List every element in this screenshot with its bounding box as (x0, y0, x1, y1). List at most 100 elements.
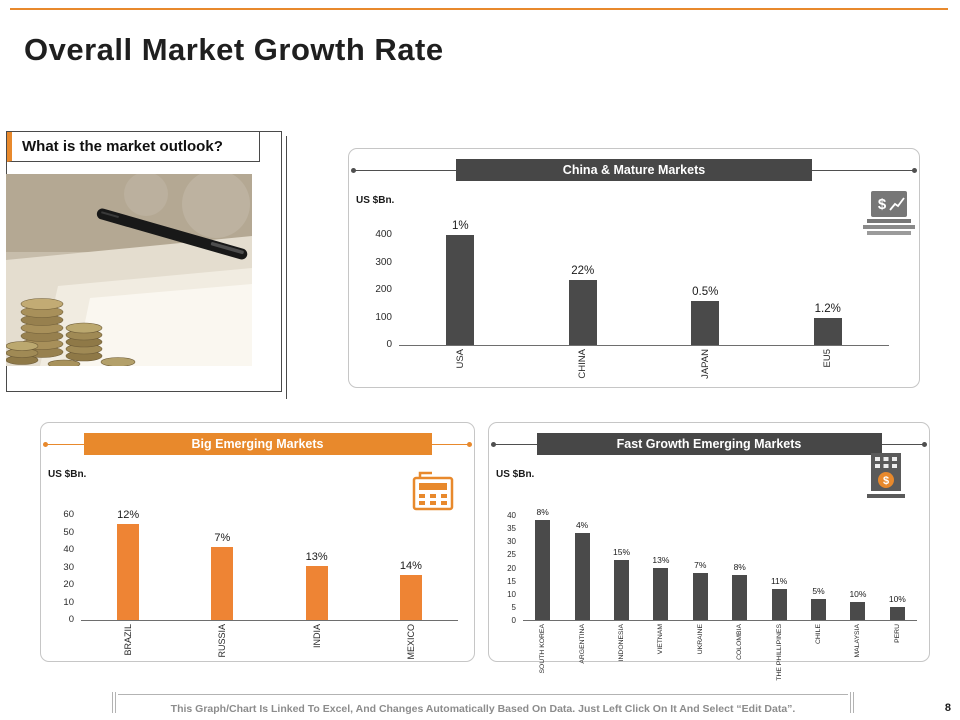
value-label: 4% (575, 520, 589, 531)
category-cell: USA (399, 346, 522, 379)
chart-panel-big-emerging[interactable]: Big Emerging Markets US $Bn. 0 10 20 30 40 50… (40, 422, 475, 662)
value-label: 1.2% (814, 302, 841, 315)
bar-china[interactable] (568, 280, 597, 345)
bar-indonesia[interactable] (614, 559, 630, 620)
category-cell: EU5 (767, 346, 890, 379)
category-label: INDIA (311, 624, 322, 649)
market-outlook-heading: What is the market outlook? (7, 132, 260, 162)
laptop-dollar-icon: $ (861, 191, 915, 244)
bar-colombia[interactable] (732, 575, 748, 620)
chart-panel-china-mature[interactable]: China & Mature Markets US $Bn. 0 100 200 30… (348, 148, 920, 388)
bar-column: 11% (759, 516, 798, 620)
bar-usa[interactable] (446, 235, 475, 345)
category-label: USA (454, 349, 466, 369)
bar-ukraine[interactable] (692, 572, 708, 620)
value-label: 14% (399, 559, 422, 572)
value-label: 8% (733, 562, 746, 573)
category-cell: UKRAINE (681, 621, 720, 681)
y-tick-label: 35 (507, 524, 516, 534)
category-cell: INDIA (270, 621, 364, 660)
plot-area[interactable]: 12% 7% 13% 14% (81, 509, 458, 621)
y-tick-label: 20 (63, 579, 74, 590)
chart-title-china-mature: China & Mature Markets (456, 159, 812, 181)
category-cell: THE PHILLIPINES (759, 621, 798, 681)
chart-panel-fast-growth[interactable]: Fast Growth Emerging Markets US $Bn. 0 5 1… (488, 422, 930, 681)
y-tick-label: 40 (507, 511, 516, 520)
svg-text:$: $ (878, 196, 887, 213)
category-label: BRAZIL (123, 624, 134, 656)
y-tick-label: 0 (68, 614, 74, 625)
category-label: CHILE (815, 624, 823, 645)
bar-chart-fast-growth[interactable]: 0 5 10 15 20 25 30 35 40 8% 4% 15% 13% 7% 8% 11% 5% 10% 10… (497, 507, 917, 681)
value-label: 13% (652, 554, 670, 565)
bar-eu5[interactable] (813, 317, 842, 345)
category-label: MALAYSIA (854, 624, 862, 658)
category-cell: BRAZIL (81, 621, 175, 660)
y-tick-label: 30 (63, 561, 74, 573)
value-label: 12% (117, 508, 140, 521)
plot-area[interactable]: 8% 4% 15% 13% 7% 8% 11% 5% 10% 10% (523, 507, 917, 621)
double-border-line (286, 136, 287, 399)
category-label: MEXICO (405, 624, 416, 660)
value-label: 5% (812, 586, 825, 596)
y-tick-label: 400 (375, 229, 392, 240)
y-tick-label: 30 (507, 537, 516, 547)
bar-india[interactable] (305, 565, 328, 620)
rule-end-dot (491, 442, 496, 447)
value-label: 10% (849, 588, 867, 599)
bar-peru[interactable] (889, 606, 905, 620)
bar-column: 12% (81, 509, 175, 620)
y-tick-label: 20 (507, 563, 516, 573)
y-axis: 0 100 200 300 400 (365, 229, 399, 350)
bar-chile[interactable] (811, 599, 827, 620)
bar-column: 10% (878, 516, 917, 620)
category-label: INDONESIA (618, 624, 626, 662)
bar-column: 15% (602, 516, 641, 620)
bar-vietnam[interactable] (653, 567, 669, 620)
bar-malaysia[interactable] (850, 601, 866, 620)
bar-brazil[interactable] (117, 523, 140, 620)
bar-russia[interactable] (211, 546, 234, 620)
bar-column: 8% (523, 507, 562, 620)
axis-units-label: US $Bn. (356, 195, 395, 206)
category-cell: CHINA (522, 346, 645, 379)
y-tick-label: 60 (63, 509, 74, 520)
bar-column: 8% (720, 516, 759, 620)
category-label: PERU (893, 624, 901, 643)
bar-japan[interactable] (691, 301, 720, 345)
plot-area[interactable]: 1% 22% 0.5% 1.2% (399, 220, 889, 346)
value-label: 8% (536, 507, 549, 518)
y-tick-label: 100 (375, 311, 392, 323)
rule-end-dot (43, 442, 48, 447)
category-cell: MALAYSIA (838, 621, 877, 681)
bar-south-korea[interactable] (535, 520, 551, 620)
svg-text:$: $ (883, 475, 889, 487)
y-tick-label: 200 (375, 284, 392, 295)
category-label: VIETNAM (657, 624, 665, 655)
category-label: CHINA (577, 349, 589, 379)
category-cell: VIETNAM (641, 621, 680, 681)
bar-argentina[interactable] (574, 533, 590, 620)
bar-column: 10% (838, 516, 877, 620)
category-cell: RUSSIA (175, 621, 269, 660)
top-accent-line (10, 8, 948, 10)
category-cell: MEXICO (364, 621, 458, 660)
kiosk-dollar-icon: $ (865, 453, 907, 504)
value-label: 13% (305, 550, 328, 563)
y-tick-label: 10 (63, 596, 74, 608)
bar-chart-china-mature[interactable]: 0 100 200 300 400 1% 22% 0.5% 1.2% USA CHINA JAPAN E… (365, 220, 889, 379)
bar-column: 0.5% (644, 236, 767, 345)
bar-chart-big-emerging[interactable]: 0 10 20 30 40 50 60 12% 7% 13% 14% BRAZIL RUSSIA INDI… (51, 509, 458, 660)
category-axis: USA CHINA JAPAN EU5 (399, 346, 889, 379)
category-cell: SOUTH KOREA (523, 621, 562, 681)
y-axis: 0 10 20 30 40 50 60 (51, 509, 81, 625)
bar-mexico[interactable] (399, 574, 422, 620)
bar-the-phillipines[interactable] (771, 588, 787, 620)
category-cell: CHILE (799, 621, 838, 681)
y-tick-label: 0 (386, 339, 392, 350)
bar-column: 13% (270, 516, 364, 620)
rule-end-dot (912, 168, 917, 173)
photo-illustration (6, 174, 252, 366)
bar-column: 5% (799, 516, 838, 620)
